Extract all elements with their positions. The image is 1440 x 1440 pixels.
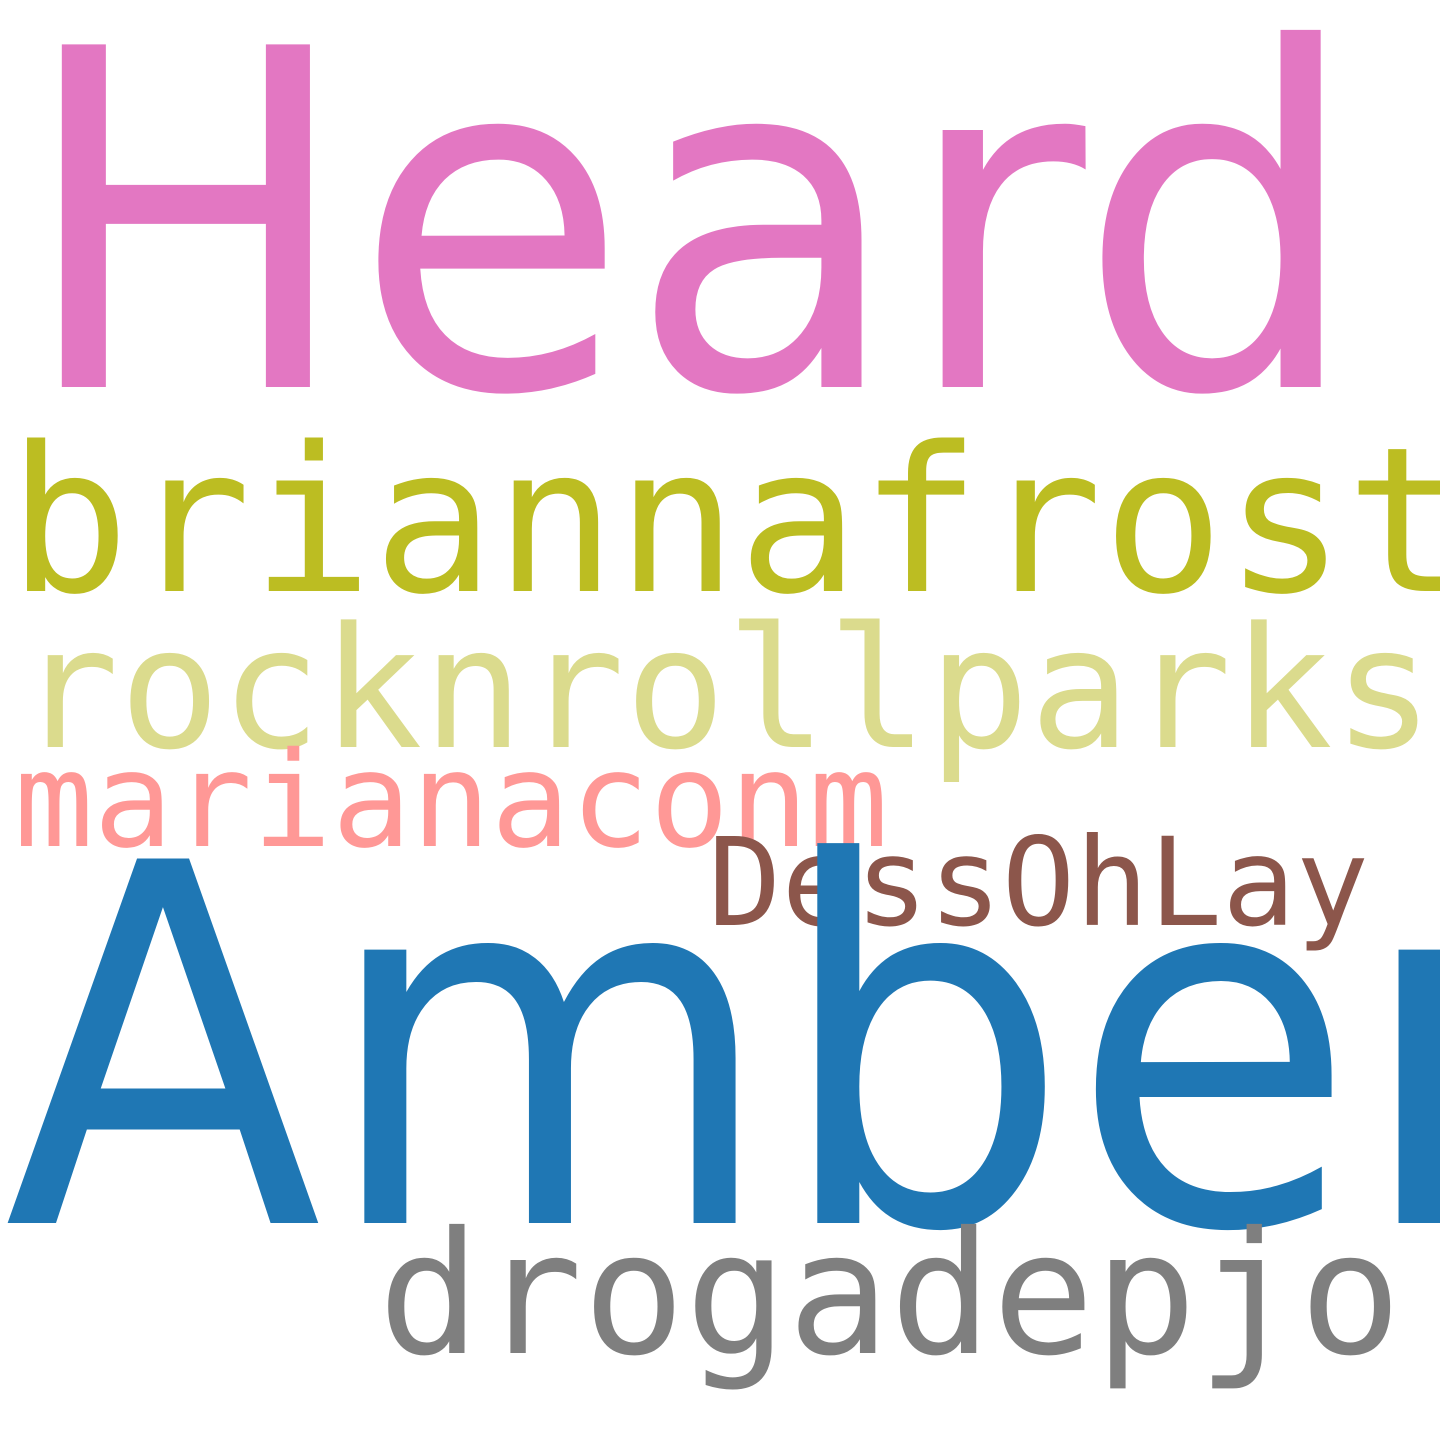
word-marianaconm: marianaconm [14, 724, 889, 878]
word-rocknrollparksy: rocknrollparksy [18, 591, 1440, 787]
word-heard: Heard [18, 0, 1362, 498]
word-drogadepjo: drogadepjo [378, 1196, 1402, 1394]
word-amber: Amber [4, 759, 1440, 1341]
word-dessohlay: DessOhLay [708, 812, 1370, 954]
word-briannafrost: briannafrost [8, 403, 1440, 639]
